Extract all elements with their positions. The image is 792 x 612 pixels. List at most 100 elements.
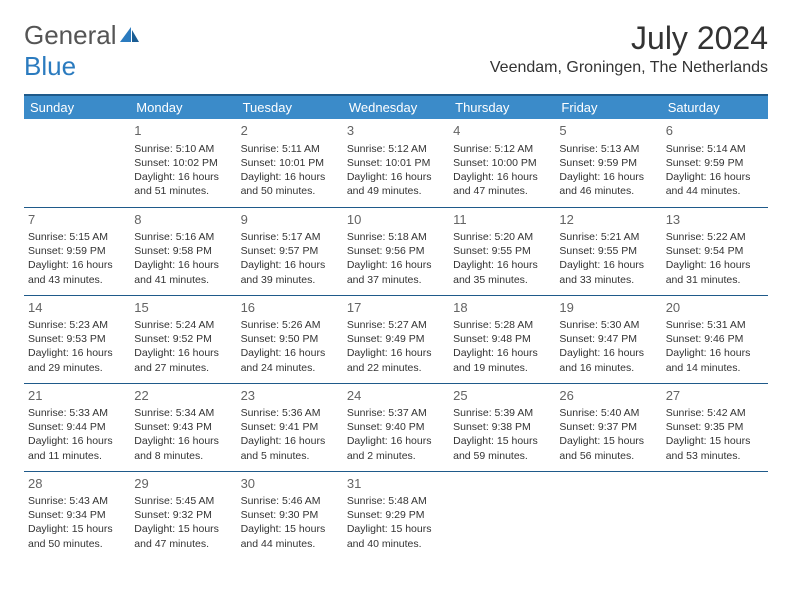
day-header: Sunday [24, 95, 130, 119]
calendar-cell: 25Sunrise: 5:39 AMSunset: 9:38 PMDayligh… [449, 383, 555, 471]
sunrise: Sunrise: 5:45 AM [134, 494, 232, 508]
day-number: 29 [134, 475, 232, 493]
day-info: Sunrise: 5:13 AMSunset: 9:59 PMDaylight:… [559, 142, 657, 199]
calendar-row: 28Sunrise: 5:43 AMSunset: 9:34 PMDayligh… [24, 471, 768, 559]
calendar-cell: 15Sunrise: 5:24 AMSunset: 9:52 PMDayligh… [130, 295, 236, 383]
day-number: 11 [453, 211, 551, 229]
sunrise: Sunrise: 5:43 AM [28, 494, 126, 508]
logo-gray: General [24, 20, 117, 50]
day-info: Sunrise: 5:15 AMSunset: 9:59 PMDaylight:… [28, 230, 126, 287]
day-header: Thursday [449, 95, 555, 119]
day-number: 22 [134, 387, 232, 405]
day-number: 21 [28, 387, 126, 405]
sunset: Sunset: 9:58 PM [134, 244, 232, 258]
day-info: Sunrise: 5:27 AMSunset: 9:49 PMDaylight:… [347, 318, 445, 375]
daylight: Daylight: 16 hours and 2 minutes. [347, 434, 445, 462]
sunrise: Sunrise: 5:23 AM [28, 318, 126, 332]
sunset: Sunset: 9:40 PM [347, 420, 445, 434]
daylight: Daylight: 16 hours and 39 minutes. [241, 258, 339, 286]
sunset: Sunset: 9:56 PM [347, 244, 445, 258]
day-number: 12 [559, 211, 657, 229]
calendar-cell: 14Sunrise: 5:23 AMSunset: 9:53 PMDayligh… [24, 295, 130, 383]
day-info: Sunrise: 5:22 AMSunset: 9:54 PMDaylight:… [666, 230, 764, 287]
sunrise: Sunrise: 5:37 AM [347, 406, 445, 420]
sunset: Sunset: 9:49 PM [347, 332, 445, 346]
calendar-cell: 12Sunrise: 5:21 AMSunset: 9:55 PMDayligh… [555, 207, 661, 295]
calendar-cell [24, 119, 130, 207]
day-info: Sunrise: 5:37 AMSunset: 9:40 PMDaylight:… [347, 406, 445, 463]
day-number: 3 [347, 122, 445, 140]
sunrise: Sunrise: 5:27 AM [347, 318, 445, 332]
day-header: Tuesday [237, 95, 343, 119]
day-number: 30 [241, 475, 339, 493]
calendar-cell: 24Sunrise: 5:37 AMSunset: 9:40 PMDayligh… [343, 383, 449, 471]
day-info: Sunrise: 5:46 AMSunset: 9:30 PMDaylight:… [241, 494, 339, 551]
sunset: Sunset: 9:34 PM [28, 508, 126, 522]
day-header-row: Sunday Monday Tuesday Wednesday Thursday… [24, 95, 768, 119]
day-number: 27 [666, 387, 764, 405]
sunrise: Sunrise: 5:26 AM [241, 318, 339, 332]
month-title: July 2024 [490, 20, 768, 57]
day-number: 19 [559, 299, 657, 317]
sunrise: Sunrise: 5:12 AM [453, 142, 551, 156]
day-header: Wednesday [343, 95, 449, 119]
location: Veendam, Groningen, The Netherlands [490, 59, 768, 77]
calendar-cell: 22Sunrise: 5:34 AMSunset: 9:43 PMDayligh… [130, 383, 236, 471]
daylight: Daylight: 15 hours and 53 minutes. [666, 434, 764, 462]
day-number: 15 [134, 299, 232, 317]
sunset: Sunset: 9:30 PM [241, 508, 339, 522]
daylight: Daylight: 16 hours and 24 minutes. [241, 346, 339, 374]
day-info: Sunrise: 5:24 AMSunset: 9:52 PMDaylight:… [134, 318, 232, 375]
sunset: Sunset: 9:38 PM [453, 420, 551, 434]
sunset: Sunset: 9:37 PM [559, 420, 657, 434]
day-info: Sunrise: 5:14 AMSunset: 9:59 PMDaylight:… [666, 142, 764, 199]
calendar-cell: 20Sunrise: 5:31 AMSunset: 9:46 PMDayligh… [662, 295, 768, 383]
calendar-cell: 3Sunrise: 5:12 AMSunset: 10:01 PMDayligh… [343, 119, 449, 207]
calendar-row: 7Sunrise: 5:15 AMSunset: 9:59 PMDaylight… [24, 207, 768, 295]
sunset: Sunset: 10:01 PM [347, 156, 445, 170]
day-number: 25 [453, 387, 551, 405]
calendar-cell: 10Sunrise: 5:18 AMSunset: 9:56 PMDayligh… [343, 207, 449, 295]
logo-text: GeneralBlue [24, 20, 141, 82]
sunrise: Sunrise: 5:12 AM [347, 142, 445, 156]
daylight: Daylight: 15 hours and 44 minutes. [241, 522, 339, 550]
sunset: Sunset: 9:55 PM [559, 244, 657, 258]
day-number: 9 [241, 211, 339, 229]
sunset: Sunset: 9:47 PM [559, 332, 657, 346]
sunset: Sunset: 9:59 PM [559, 156, 657, 170]
daylight: Daylight: 16 hours and 8 minutes. [134, 434, 232, 462]
sunset: Sunset: 9:57 PM [241, 244, 339, 258]
sunrise: Sunrise: 5:46 AM [241, 494, 339, 508]
sunrise: Sunrise: 5:10 AM [134, 142, 232, 156]
calendar-cell: 2Sunrise: 5:11 AMSunset: 10:01 PMDayligh… [237, 119, 343, 207]
sunrise: Sunrise: 5:33 AM [28, 406, 126, 420]
sunrise: Sunrise: 5:11 AM [241, 142, 339, 156]
sunset: Sunset: 9:35 PM [666, 420, 764, 434]
daylight: Daylight: 16 hours and 11 minutes. [28, 434, 126, 462]
day-info: Sunrise: 5:20 AMSunset: 9:55 PMDaylight:… [453, 230, 551, 287]
sunset: Sunset: 10:01 PM [241, 156, 339, 170]
day-number: 17 [347, 299, 445, 317]
calendar-table: Sunday Monday Tuesday Wednesday Thursday… [24, 94, 768, 559]
day-number: 24 [347, 387, 445, 405]
calendar-cell: 13Sunrise: 5:22 AMSunset: 9:54 PMDayligh… [662, 207, 768, 295]
daylight: Daylight: 16 hours and 44 minutes. [666, 170, 764, 198]
header: GeneralBlue July 2024 Veendam, Groningen… [24, 20, 768, 82]
sunrise: Sunrise: 5:30 AM [559, 318, 657, 332]
logo-blue: Blue [24, 51, 76, 81]
calendar-cell: 19Sunrise: 5:30 AMSunset: 9:47 PMDayligh… [555, 295, 661, 383]
calendar-cell: 31Sunrise: 5:48 AMSunset: 9:29 PMDayligh… [343, 471, 449, 559]
day-info: Sunrise: 5:33 AMSunset: 9:44 PMDaylight:… [28, 406, 126, 463]
day-number: 18 [453, 299, 551, 317]
daylight: Daylight: 16 hours and 19 minutes. [453, 346, 551, 374]
sunset: Sunset: 9:46 PM [666, 332, 764, 346]
sunrise: Sunrise: 5:22 AM [666, 230, 764, 244]
daylight: Daylight: 15 hours and 40 minutes. [347, 522, 445, 550]
sunrise: Sunrise: 5:21 AM [559, 230, 657, 244]
day-info: Sunrise: 5:17 AMSunset: 9:57 PMDaylight:… [241, 230, 339, 287]
daylight: Daylight: 16 hours and 22 minutes. [347, 346, 445, 374]
calendar-cell: 27Sunrise: 5:42 AMSunset: 9:35 PMDayligh… [662, 383, 768, 471]
daylight: Daylight: 16 hours and 37 minutes. [347, 258, 445, 286]
logo: GeneralBlue [24, 20, 141, 82]
sunrise: Sunrise: 5:15 AM [28, 230, 126, 244]
